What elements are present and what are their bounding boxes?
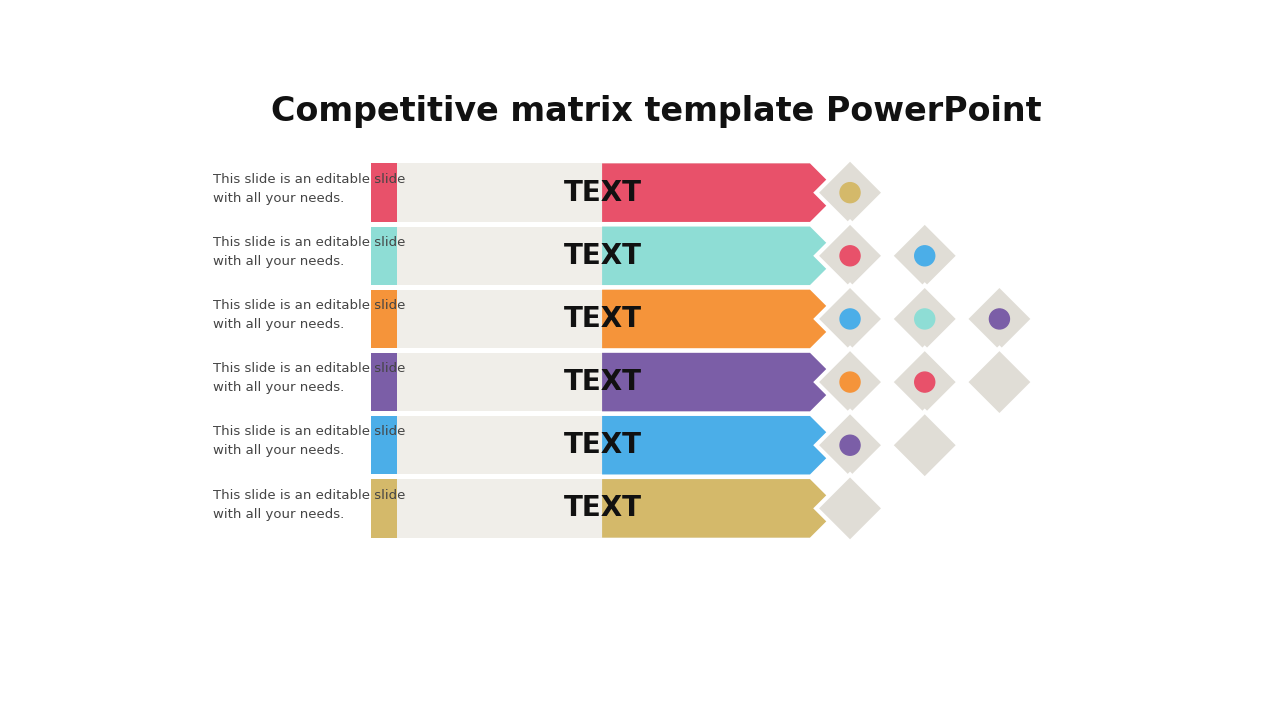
Bar: [397, 227, 810, 285]
Bar: [371, 416, 397, 474]
Polygon shape: [965, 285, 1033, 353]
Polygon shape: [602, 479, 840, 538]
Polygon shape: [602, 289, 840, 348]
Circle shape: [840, 183, 860, 202]
Bar: [397, 479, 810, 538]
Circle shape: [840, 435, 860, 455]
Circle shape: [840, 309, 860, 329]
Circle shape: [915, 372, 934, 392]
Text: TEXT: TEXT: [564, 179, 643, 207]
Text: TEXT: TEXT: [564, 242, 643, 270]
Circle shape: [840, 246, 860, 266]
Text: This slide is an editable slide
with all your needs.: This slide is an editable slide with all…: [214, 488, 406, 521]
Circle shape: [915, 309, 934, 329]
Bar: [397, 163, 810, 222]
Bar: [397, 353, 810, 411]
Bar: [371, 227, 397, 285]
Polygon shape: [891, 222, 959, 289]
Polygon shape: [817, 285, 884, 353]
Text: TEXT: TEXT: [564, 495, 643, 523]
Polygon shape: [891, 348, 959, 416]
Polygon shape: [602, 227, 840, 285]
Circle shape: [989, 309, 1010, 329]
Polygon shape: [891, 411, 959, 479]
Text: This slide is an editable slide
with all your needs.: This slide is an editable slide with all…: [214, 173, 406, 204]
Polygon shape: [602, 353, 840, 411]
Polygon shape: [817, 474, 884, 542]
Polygon shape: [602, 416, 840, 474]
Bar: [371, 163, 397, 222]
Polygon shape: [965, 348, 1033, 416]
Bar: [371, 289, 397, 348]
Polygon shape: [602, 163, 840, 222]
Bar: [397, 416, 810, 474]
Text: TEXT: TEXT: [564, 305, 643, 333]
Bar: [397, 289, 810, 348]
Polygon shape: [817, 222, 884, 289]
Text: This slide is an editable slide
with all your needs.: This slide is an editable slide with all…: [214, 426, 406, 457]
Polygon shape: [817, 348, 884, 416]
Bar: [371, 479, 397, 538]
Text: This slide is an editable slide
with all your needs.: This slide is an editable slide with all…: [214, 236, 406, 268]
Polygon shape: [817, 411, 884, 479]
Polygon shape: [817, 159, 884, 227]
Text: This slide is an editable slide
with all your needs.: This slide is an editable slide with all…: [214, 362, 406, 395]
Text: This slide is an editable slide
with all your needs.: This slide is an editable slide with all…: [214, 299, 406, 331]
Circle shape: [840, 372, 860, 392]
Text: TEXT: TEXT: [564, 368, 643, 396]
Text: TEXT: TEXT: [564, 431, 643, 459]
Bar: [371, 353, 397, 411]
Polygon shape: [891, 285, 959, 353]
Text: Competitive matrix template PowerPoint: Competitive matrix template PowerPoint: [270, 94, 1042, 127]
Circle shape: [915, 246, 934, 266]
